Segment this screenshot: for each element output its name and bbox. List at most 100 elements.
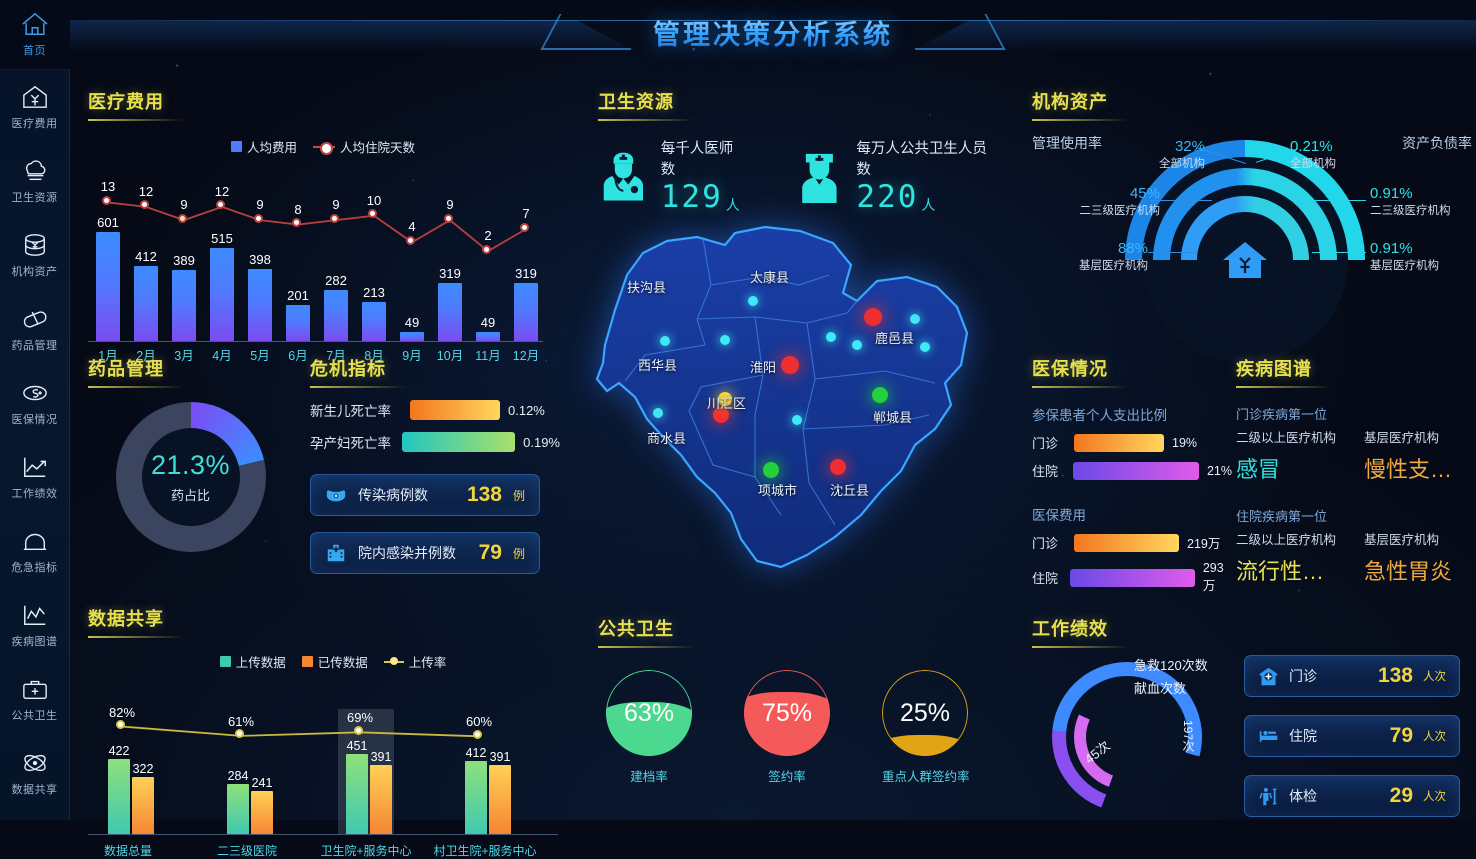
map-marker[interactable]: [852, 340, 862, 350]
assets-right-header: 资产负债率: [1402, 135, 1472, 151]
data-share-panel: 数据共享 上传数据 已传数据 上传率 422 322 数据总量 284 241 二三级医院…: [88, 605, 578, 858]
insurance-row: 门诊 219万: [1032, 533, 1232, 552]
bar: [108, 759, 130, 834]
line-point-value: 9: [180, 197, 188, 213]
public-health-item-2: 25% 重点人群签约率: [882, 670, 970, 785]
map-marker[interactable]: [713, 407, 729, 423]
map-region-label[interactable]: 扶沟县: [627, 280, 667, 295]
doctor-icon: [598, 149, 649, 203]
bar: [346, 754, 368, 834]
stat-card-inpatient[interactable]: 住院 79 人次: [1244, 715, 1460, 757]
map-marker[interactable]: [864, 308, 882, 326]
rate-line-series: [121, 725, 480, 738]
section-rule: [1236, 386, 1332, 388]
stat-card-list: 门诊 138 人次 住院 79 人次 体检 29 人次: [1244, 655, 1460, 835]
sidebar-item-home[interactable]: 首页: [0, 0, 70, 70]
crisis-card-nosocomial[interactable]: 院内感染并例数 79 例: [310, 532, 540, 574]
sidebar-item-performance[interactable]: 工作绩效: [0, 440, 70, 514]
line-point: [329, 213, 339, 223]
sidebar-item-data-share[interactable]: 数据共享: [0, 736, 70, 810]
sidebar: 首页 医疗费用 卫生资源 机构资产: [0, 0, 70, 820]
crisis-bar-label: 新生儿死亡率: [310, 404, 391, 419]
section-title: 数据共享: [88, 609, 164, 629]
nurse-icon: [794, 149, 845, 203]
insurance-row-label: 门诊: [1032, 436, 1059, 451]
line-point: [472, 729, 482, 739]
map-region-label[interactable]: 淮阳: [750, 360, 777, 375]
map-marker[interactable]: [781, 356, 799, 374]
sidebar-item-critical-indicator[interactable]: 危急指标: [0, 514, 70, 588]
legend-item-upload: 上传数据: [219, 652, 286, 671]
map-marker[interactable]: [718, 392, 732, 406]
sidebar-item-drug[interactable]: 药品管理: [0, 292, 70, 366]
sidebar-label: 数据共享: [11, 783, 58, 796]
crisis-card-infectious[interactable]: 传染病例数 138 例: [310, 474, 540, 516]
line-point-value: 10: [366, 192, 382, 208]
map-marker[interactable]: [653, 408, 663, 418]
sidebar-label: 疾病图谱: [11, 635, 58, 648]
stat-card-label: 住院: [1289, 728, 1317, 744]
sidebar-item-public-health[interactable]: 公共卫生: [0, 662, 70, 736]
map-region-label[interactable]: 商水县: [647, 431, 687, 446]
health-resource-icon: [20, 158, 50, 184]
x-axis-label: 11月: [475, 349, 501, 363]
gauge-caption: 签约率: [768, 770, 806, 784]
sidebar-item-disease[interactable]: 疾病图谱: [0, 588, 70, 662]
line-point-value: 2: [484, 228, 492, 244]
donut-center: 21.3% 药占比: [141, 428, 240, 526]
section-title: 工作绩效: [1032, 619, 1108, 639]
public-health-kit-icon: [20, 676, 50, 702]
disease-group-outpatient: 门诊疾病第一位 二级以上医疗机构 基层医疗机构 感冒 慢性支…: [1236, 404, 1476, 484]
sidebar-item-institution-asset[interactable]: 机构资产: [0, 218, 70, 292]
stat-card-checkup[interactable]: 体检 29 人次: [1244, 775, 1460, 817]
mask-icon: [325, 484, 347, 506]
medical-cost-icon: [20, 84, 50, 110]
asset-house-icon: [1221, 238, 1269, 282]
insurance-row-value: 219万: [1187, 537, 1221, 551]
section-rule: [1032, 386, 1128, 388]
stat-card-value: 79: [1389, 724, 1413, 747]
sidebar-item-medical-cost[interactable]: 医疗费用: [0, 70, 70, 144]
map-marker[interactable]: [872, 387, 888, 403]
map-marker[interactable]: [920, 342, 930, 352]
bar-value: 389: [173, 253, 195, 269]
donut-value: 21.3%: [150, 450, 231, 480]
map-marker[interactable]: [720, 335, 730, 345]
sidebar-item-health-resource[interactable]: 卫生资源: [0, 144, 70, 218]
sidebar-item-insurance[interactable]: 医保情况: [0, 366, 70, 440]
assets-left-header: 管理使用率: [1032, 135, 1102, 151]
map-region-label[interactable]: 郸城县: [873, 410, 913, 425]
bar: [476, 332, 500, 341]
public-health-item-1: 75% 签约率: [744, 670, 830, 785]
map-marker[interactable]: [748, 296, 758, 306]
line-point: [253, 213, 263, 223]
map-marker[interactable]: [792, 415, 802, 425]
map-marker[interactable]: [763, 462, 779, 478]
map-region-label[interactable]: 川汇区: [707, 396, 747, 411]
bar-value: 422: [108, 744, 130, 759]
map-region-label[interactable]: 太康县: [750, 270, 790, 285]
region-map[interactable]: 扶沟县 太康县西华县 淮阳 鹿邑县川汇区商水县 郸城县项城市 沈丘县: [585, 215, 995, 585]
map-region-label[interactable]: 项城市: [758, 483, 798, 498]
performance-chart-icon: [20, 454, 50, 480]
stat-card-outpatient[interactable]: 门诊 138 人次: [1244, 655, 1460, 697]
map-region-label[interactable]: 西华县: [638, 358, 678, 373]
institution-asset-panel: 机构资产 管理使用率 资产负债率: [1032, 88, 1472, 153]
bar-value: 241: [251, 776, 273, 791]
disease-col-name: 急性胃炎: [1364, 559, 1453, 584]
map-marker[interactable]: [660, 336, 670, 346]
health-resource-value: 129: [660, 179, 723, 215]
health-resource-item-doctors: 每千人医师数 129 人: [598, 137, 746, 215]
map-region-label[interactable]: 鹿邑县: [875, 331, 915, 346]
map-marker[interactable]: [826, 332, 836, 342]
x-axis-label: 7月: [326, 349, 346, 363]
sidebar-label: 危急指标: [11, 561, 58, 574]
map-marker[interactable]: [830, 459, 846, 475]
line-point: [443, 213, 453, 223]
gauge-value: 0.91%: [1370, 240, 1413, 257]
gauge-label-right-1: 0.91% 二三级医疗机构: [1370, 185, 1476, 218]
bar-value: 398: [249, 251, 271, 267]
bar-value: 412: [135, 249, 157, 265]
map-region-label[interactable]: 沈丘县: [830, 483, 870, 498]
map-marker[interactable]: [910, 314, 920, 324]
